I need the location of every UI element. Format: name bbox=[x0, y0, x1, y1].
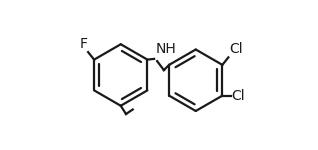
Text: NH: NH bbox=[156, 42, 176, 56]
Text: F: F bbox=[80, 37, 87, 51]
Text: Cl: Cl bbox=[229, 42, 243, 56]
Text: Cl: Cl bbox=[232, 89, 245, 103]
